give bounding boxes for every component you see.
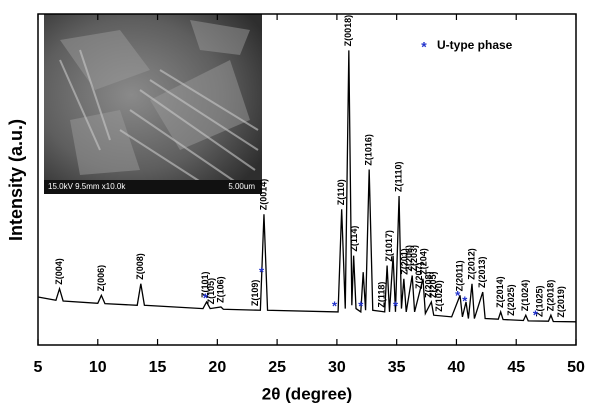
u-phase-marker: * xyxy=(393,298,399,313)
u-phase-marker: * xyxy=(533,307,539,322)
u-phase-marker: * xyxy=(455,288,461,303)
peak-label: Z(201) xyxy=(399,248,409,275)
x-tick-label: 5 xyxy=(34,359,43,376)
plot-frame xyxy=(37,13,577,346)
peak-label: Z(008) xyxy=(135,253,145,280)
sem-texture xyxy=(59,49,259,189)
sem-databar xyxy=(44,180,262,194)
peak-label: Z(203) xyxy=(409,245,419,272)
u-phase-marker: * xyxy=(358,298,364,313)
x-tick-label: 50 xyxy=(567,359,585,376)
peak-label: Z(110) xyxy=(336,179,346,205)
peak-label: Z(114) xyxy=(349,226,359,252)
peak-label: Z(206) xyxy=(404,245,414,272)
peak-label: Z(2013) xyxy=(477,256,487,288)
peak-label: Z(101) xyxy=(200,271,210,298)
peak-label: Z(205) xyxy=(428,271,438,298)
sem-texture xyxy=(60,20,250,175)
x-tick-label: 40 xyxy=(448,359,466,376)
peak-label: Z(204) xyxy=(419,248,429,275)
x-axis-label: 2θ (degree) xyxy=(262,384,352,403)
x-tick-label: 30 xyxy=(328,359,346,376)
peak-label: Z(006) xyxy=(96,265,106,292)
x-tick-label: 45 xyxy=(507,359,525,376)
x-tick-label: 25 xyxy=(268,359,286,376)
sem-scale: 5.00um xyxy=(228,182,255,191)
peak-label: Z(004) xyxy=(54,258,64,285)
u-phase-marker: * xyxy=(462,293,468,308)
peak-label: Z(2018) xyxy=(545,280,555,312)
peak-label: Z(2014) xyxy=(495,276,505,308)
x-tick-label: 35 xyxy=(388,359,406,376)
peak-label: Z(105) xyxy=(206,278,216,305)
peak-label: Z(1025) xyxy=(534,285,544,317)
sem-caption: 15.0kV 9.5mm x10.0k xyxy=(48,182,126,191)
legend-label: U-type phase xyxy=(437,38,513,52)
peak-label: Z(2012) xyxy=(466,248,476,280)
x-tick-label: 20 xyxy=(208,359,226,376)
peak-label: Z(1020) xyxy=(434,280,444,312)
u-phase-marker: * xyxy=(203,291,209,306)
peak-label: Z(1017) xyxy=(384,230,394,262)
x-tick-label: 15 xyxy=(149,359,167,376)
xrd-curve xyxy=(37,50,577,323)
u-phase-marker: * xyxy=(259,265,265,280)
u-phase-marker: * xyxy=(332,298,338,313)
peak-label: Z(2025) xyxy=(506,284,516,316)
peak-label: Z(0014) xyxy=(258,179,268,211)
peak-label: Z(1016) xyxy=(364,134,374,166)
peak-label: Z(207) xyxy=(414,262,424,289)
peak-label: Z(1110) xyxy=(393,161,403,192)
peak-label: Z(106) xyxy=(215,276,225,303)
peak-label: Z(118) xyxy=(377,282,387,308)
peak-label: Z(208) xyxy=(423,271,433,298)
x-tick-label: 10 xyxy=(89,359,107,376)
peak-label: Z(1024) xyxy=(520,280,530,312)
peak-label: Z(2011) xyxy=(454,260,464,291)
peak-label: Z(2019) xyxy=(556,286,566,318)
sem-inset: 15.0kV 9.5mm x10.0k 5.00um xyxy=(44,14,262,194)
peak-label: Z(109) xyxy=(250,280,260,307)
peak-label: Z(0018) xyxy=(343,15,353,47)
legend-marker: * xyxy=(421,39,427,55)
y-axis-label: Intensity (a.u.) xyxy=(6,119,26,241)
